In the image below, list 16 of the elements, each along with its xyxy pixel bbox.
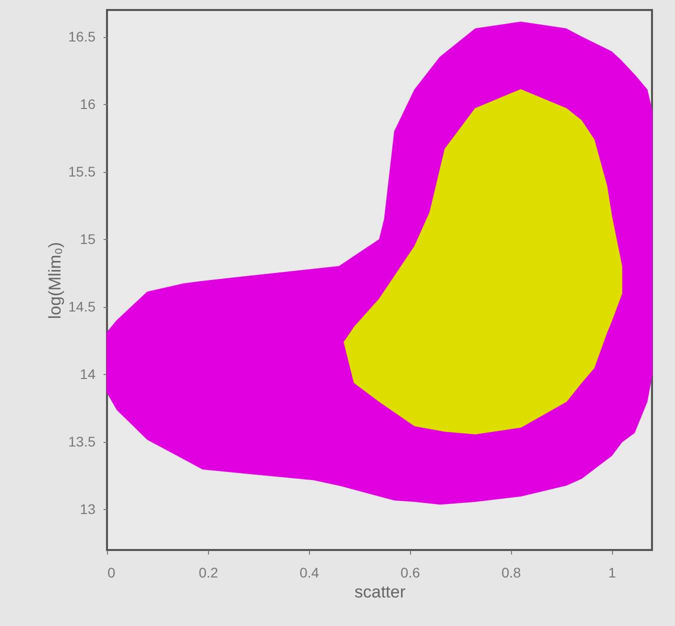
x-tick-label: 0 [108, 564, 116, 580]
y-tick-label: 16 [80, 96, 96, 112]
x-tick-label: 0.6 [400, 564, 420, 580]
x-tick-label: 1 [608, 564, 616, 580]
y-tick-label: 13 [80, 501, 96, 517]
y-tick-label: 15.5 [68, 164, 96, 180]
y-tick-label: 14 [80, 366, 96, 382]
y-axis-title: log(Mlim₀) [45, 242, 64, 319]
x-tick-label: 0.2 [198, 564, 218, 580]
y-tick-label: 13.5 [68, 434, 96, 450]
y-tick-label: 14.5 [68, 298, 96, 314]
x-axis-title: scatter [354, 582, 406, 602]
y-tick-label: 15 [80, 231, 96, 247]
x-tick-label: 0.4 [300, 564, 320, 580]
y-tick-label: 16.5 [68, 28, 96, 44]
x-tick-label: 0.8 [501, 564, 522, 580]
